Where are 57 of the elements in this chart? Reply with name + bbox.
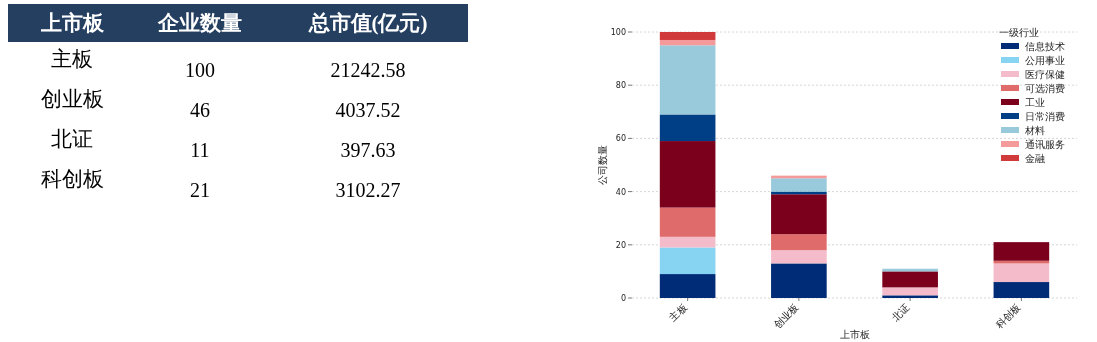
legend-label: 公用事业 xyxy=(1025,55,1065,66)
bar xyxy=(659,207,716,237)
bar xyxy=(882,295,938,298)
data-label: 11 xyxy=(190,139,210,161)
x-tick-label: 科创板 xyxy=(993,301,1023,331)
x-tick-label: 创业板 xyxy=(771,301,801,331)
bar xyxy=(771,263,827,298)
legend-label: 金融 xyxy=(1025,153,1045,164)
data-label: 46 xyxy=(190,99,210,121)
y-tick-label: 100 xyxy=(610,28,626,37)
y-tick-label: 80 xyxy=(615,81,626,91)
legend-title: 一级行业 xyxy=(999,27,1039,38)
bar xyxy=(659,247,716,275)
bar xyxy=(882,271,938,288)
x-tick-label: 主板 xyxy=(667,301,690,324)
bar xyxy=(659,32,716,40)
bar xyxy=(771,250,827,264)
bar xyxy=(882,287,938,296)
legend-label: 材料 xyxy=(1024,125,1045,136)
data-label: 21 xyxy=(190,179,210,201)
bar xyxy=(993,242,1050,261)
bar xyxy=(659,236,716,248)
bar xyxy=(659,141,716,208)
category-label: 北证 xyxy=(51,127,93,151)
text: 总市值(亿元) xyxy=(307,11,428,35)
legend-label: 可选消费 xyxy=(1025,83,1065,94)
data-label: 100 xyxy=(185,59,215,81)
legend-label: 信息技术 xyxy=(1025,41,1065,52)
x-axis-title: 上市板 xyxy=(839,329,870,340)
bar xyxy=(659,274,716,298)
data-label: 21242.58 xyxy=(330,59,406,81)
y-tick-label: 60 xyxy=(615,134,626,144)
y-tick-label: 40 xyxy=(615,187,626,197)
legend-label: 通讯服务 xyxy=(1025,139,1065,150)
bar xyxy=(771,178,827,192)
bar xyxy=(771,234,827,251)
x-tick-label: 北证 xyxy=(889,301,912,324)
category-label: 科创板 xyxy=(40,167,104,191)
bar xyxy=(659,45,716,115)
legend-label: 医疗保健 xyxy=(1025,69,1065,80)
text: 上市板 xyxy=(39,11,105,35)
data-label: 397.63 xyxy=(340,139,396,161)
legend-label: 日常消费 xyxy=(1025,111,1065,122)
y-axis-title: 公司数量 xyxy=(597,145,608,185)
y-tick-label: 0 xyxy=(620,294,626,303)
y-tick-label: 20 xyxy=(615,240,626,250)
bar xyxy=(659,39,716,46)
bar xyxy=(659,114,716,142)
legend-label: 工业 xyxy=(1025,97,1045,108)
bar xyxy=(771,194,827,235)
data-label: 3102.27 xyxy=(335,179,401,201)
bar xyxy=(993,263,1050,283)
category-label: 主板 xyxy=(51,47,93,71)
text: 企业数量 xyxy=(157,11,242,35)
category-label: 创业板 xyxy=(40,87,104,111)
data-label: 4037.52 xyxy=(335,99,401,121)
bar xyxy=(993,282,1050,298)
